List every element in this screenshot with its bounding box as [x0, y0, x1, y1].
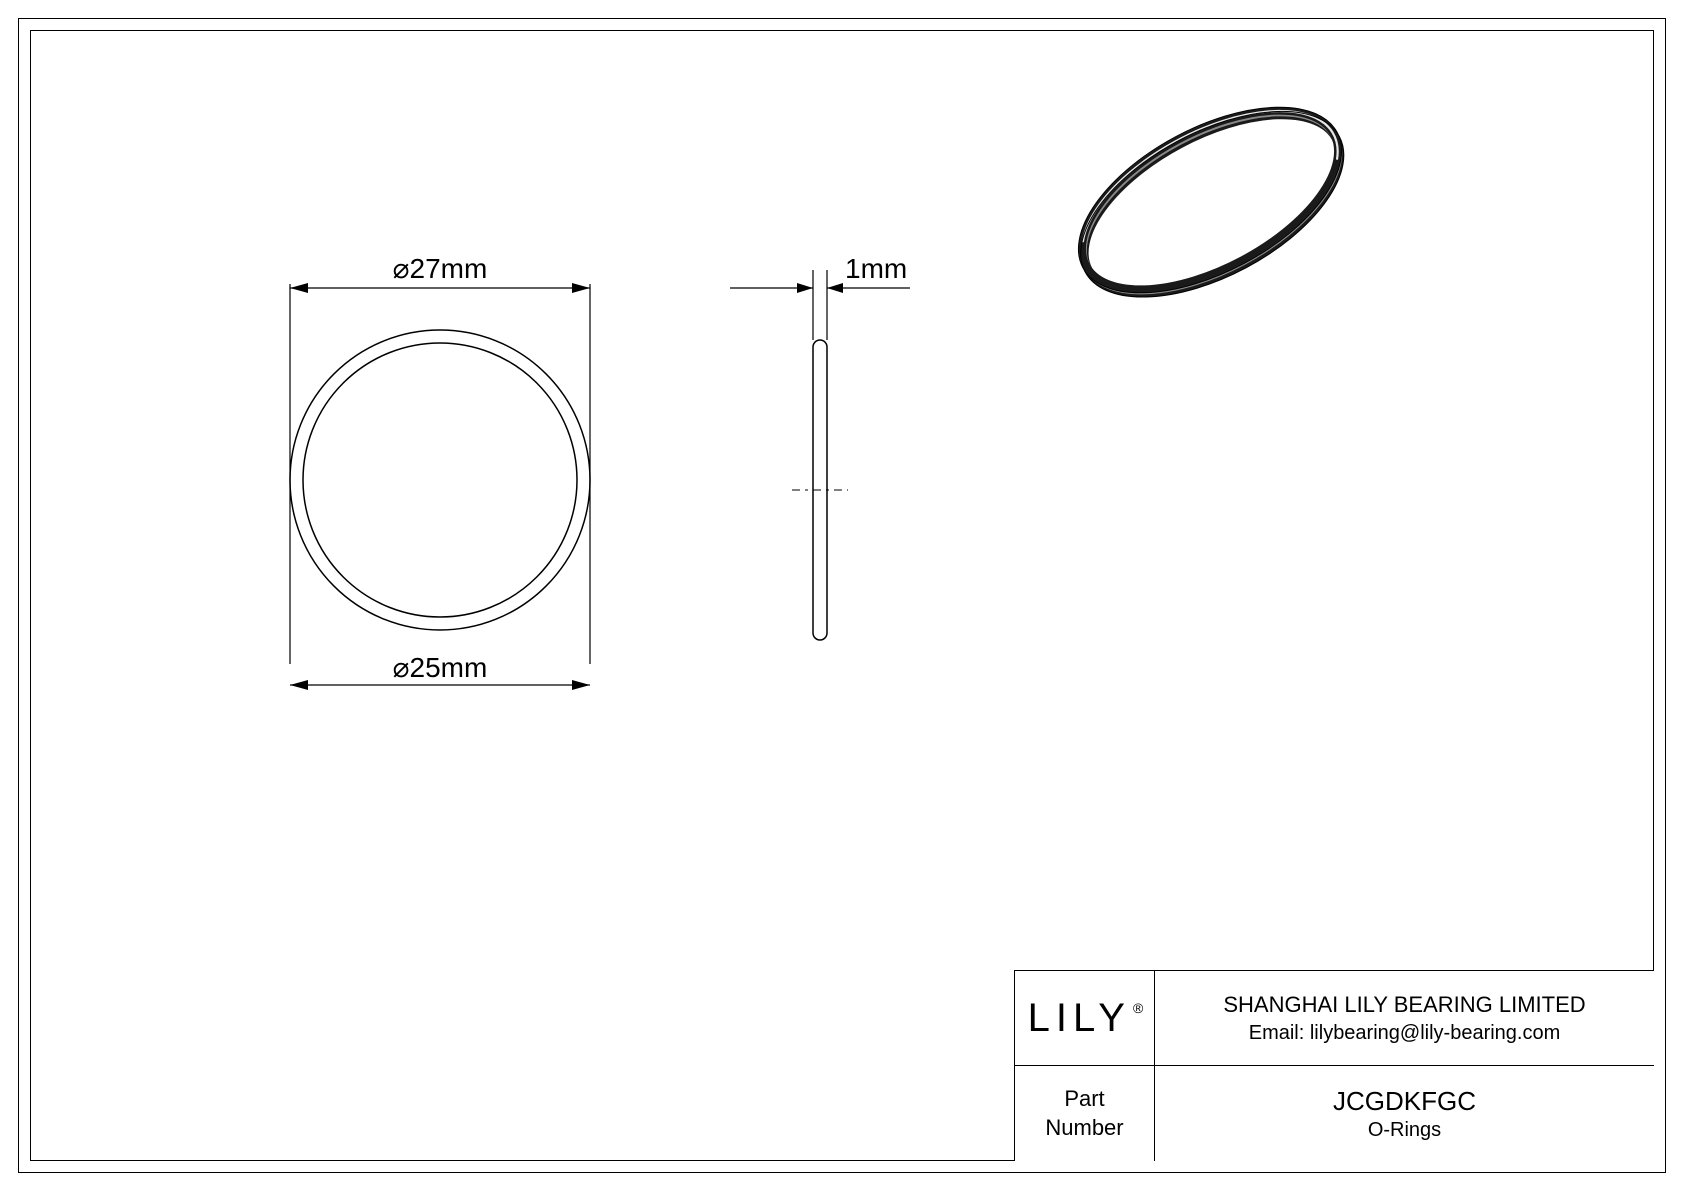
company-email: Email: lilybearing@lily-bearing.com [1249, 1022, 1561, 1045]
part-number: JCGDKFGC [1333, 1086, 1476, 1117]
part-value-cell: JCGDKFGC O-Rings [1155, 1066, 1654, 1161]
part-label-cell: Part Number [1015, 1066, 1155, 1161]
drawing-area: ⌀27mm⌀25mm 1mm LILY® SHANGHAI LILY BEARI… [30, 30, 1654, 1161]
title-block: LILY® SHANGHAI LILY BEARING LIMITED Emai… [1014, 970, 1654, 1161]
logo-text: LILY® [1028, 996, 1142, 1041]
logo-cell: LILY® [1015, 971, 1155, 1066]
company-name: SHANGHAI LILY BEARING LIMITED [1223, 992, 1585, 1018]
registered-icon: ® [1133, 1000, 1143, 1016]
company-cell: SHANGHAI LILY BEARING LIMITED Email: lil… [1155, 971, 1654, 1066]
part-description: O-Rings [1368, 1119, 1441, 1142]
logo-letters: LILY [1028, 996, 1131, 1040]
part-label-2: Number [1045, 1114, 1123, 1143]
part-label-1: Part [1064, 1085, 1104, 1114]
